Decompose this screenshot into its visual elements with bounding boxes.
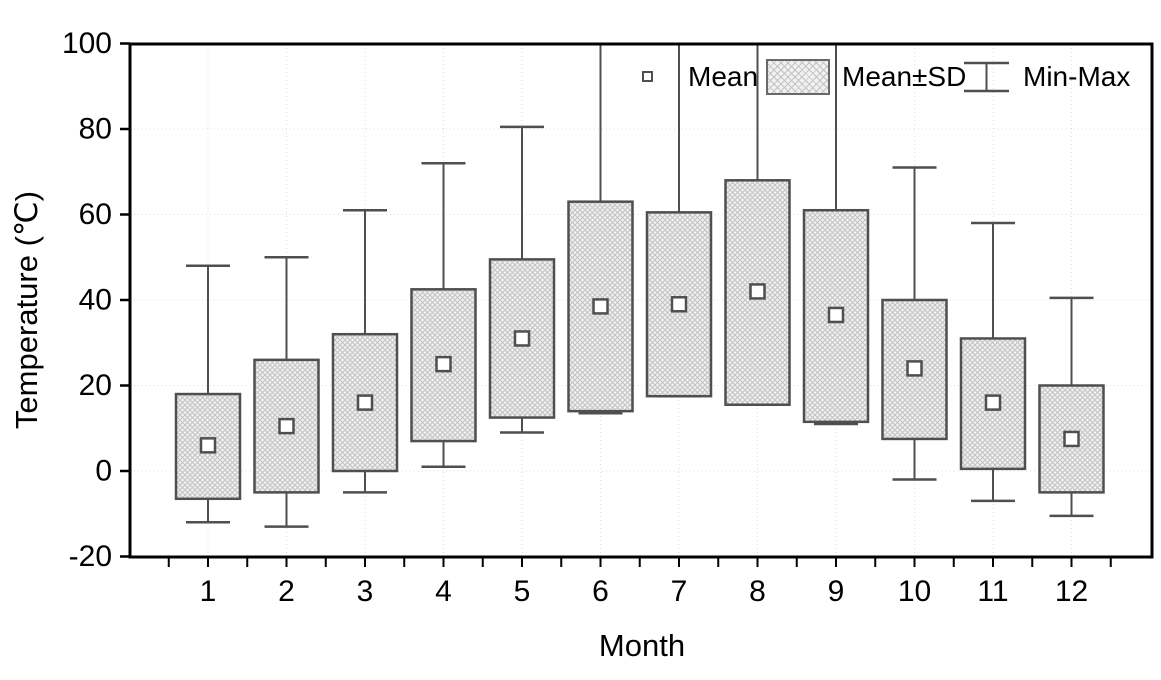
x-tick-label: 6 xyxy=(592,575,609,608)
mean-marker-month-3 xyxy=(356,394,374,411)
y-tick-label: 80 xyxy=(79,113,112,146)
y-tick-label: 100 xyxy=(62,27,112,60)
mean-marker-month-10 xyxy=(906,360,923,377)
y-tick-label: -20 xyxy=(69,540,112,573)
mean-marker-month-11 xyxy=(984,394,1002,411)
legend-label-mean: Mean xyxy=(688,61,759,92)
y-tick-label: 0 xyxy=(95,455,112,488)
x-axis-title: Month xyxy=(598,628,686,663)
x-tick-label: 5 xyxy=(514,575,531,608)
x-tick-label: 7 xyxy=(671,575,688,608)
legend-mean-sd-swatch-icon xyxy=(766,59,830,95)
mean-marker-month-8 xyxy=(749,283,766,300)
box-month-6 xyxy=(567,200,634,413)
legend-label-mean-sd: Mean±SD xyxy=(842,61,967,92)
y-tick-label: 20 xyxy=(79,369,112,402)
legend-label-min-max: Min-Max xyxy=(1023,61,1131,92)
mean-marker-month-6 xyxy=(592,298,609,315)
x-tick-label: 9 xyxy=(828,575,845,608)
plot-frame xyxy=(128,42,1154,559)
x-tick-label: 8 xyxy=(749,575,766,608)
x-tick-label: 1 xyxy=(200,575,217,608)
y-tick-label: 40 xyxy=(79,284,112,317)
x-tick-label: 10 xyxy=(898,575,931,608)
box-month-10 xyxy=(881,298,948,441)
mean-marker-month-12 xyxy=(1063,430,1080,448)
legend-min-max-whisker-icon xyxy=(964,61,1009,93)
mean-marker-month-7 xyxy=(670,296,688,313)
x-tick-label: 4 xyxy=(435,575,452,608)
mean-marker-month-9 xyxy=(827,306,845,324)
x-tick-label: 11 xyxy=(977,575,1008,608)
x-tick-label: 2 xyxy=(278,575,295,608)
legend-mean-marker-icon xyxy=(642,71,653,82)
x-tick-label: 3 xyxy=(357,575,374,608)
mean-marker-month-2 xyxy=(278,417,295,435)
mean-marker-month-1 xyxy=(199,437,217,454)
y-axis-title: Temperature (℃) xyxy=(9,190,44,430)
x-tick-label: 12 xyxy=(1055,575,1088,608)
y-tick-label: 60 xyxy=(79,198,112,231)
mean-marker-month-4 xyxy=(435,355,452,373)
mean-marker-month-5 xyxy=(513,330,531,347)
